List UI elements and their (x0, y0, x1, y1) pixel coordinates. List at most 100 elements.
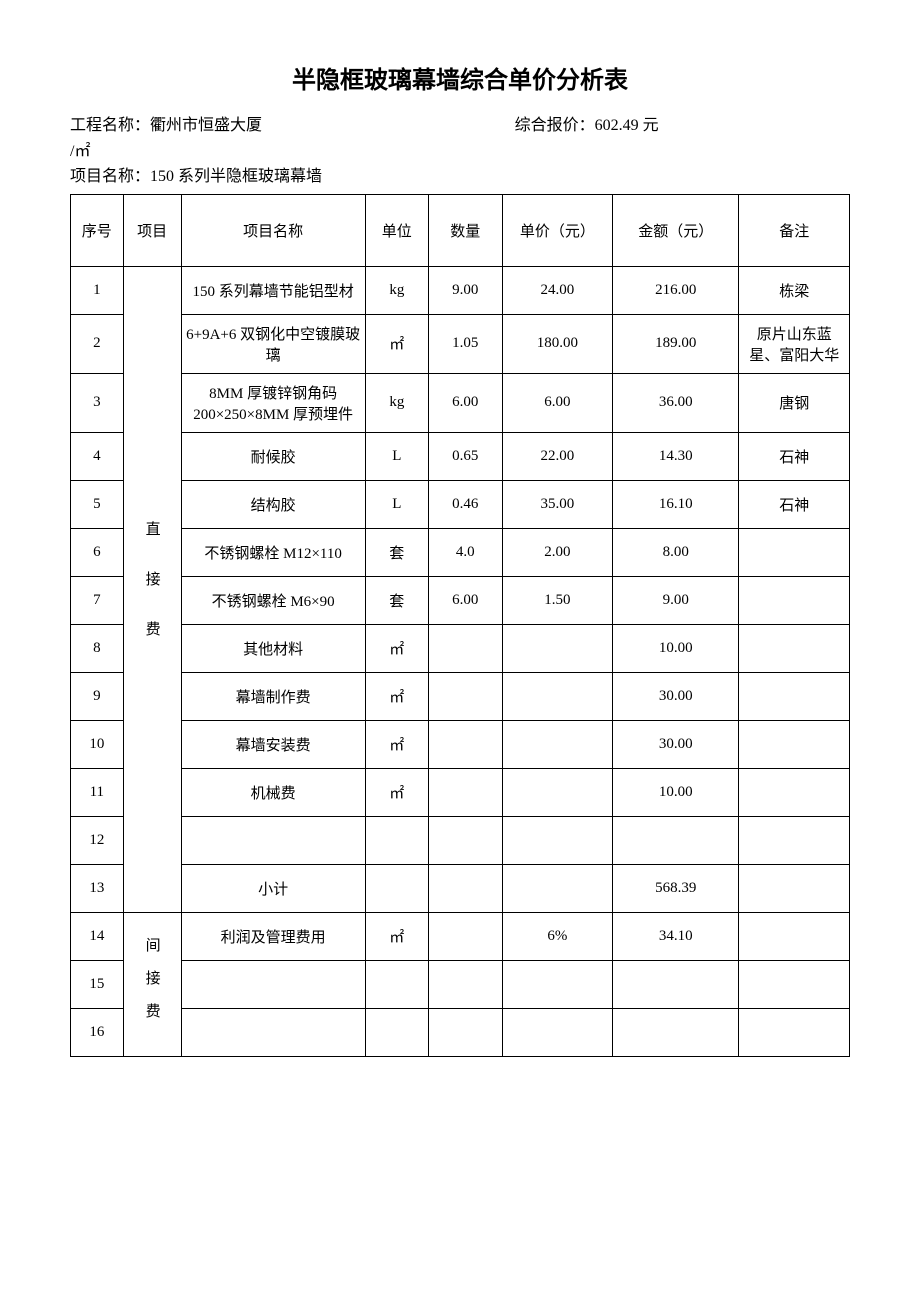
cell-seq: 8 (71, 624, 124, 672)
cell-qty (428, 960, 502, 1008)
cell-unit: ㎡ (365, 912, 428, 960)
cell-seq: 3 (71, 373, 124, 432)
cell-remark (739, 864, 850, 912)
cell-remark: 原片山东蓝星、富阳大华 (739, 314, 850, 373)
cell-name (181, 816, 365, 864)
cell-remark (739, 672, 850, 720)
cell-unit: ㎡ (365, 720, 428, 768)
category-direct-label: 直接费 (142, 503, 163, 671)
cell-name: 8MM 厚镀锌钢角码 200×250×8MM 厚预埋件 (181, 373, 365, 432)
cell-seq: 5 (71, 480, 124, 528)
cell-seq: 6 (71, 528, 124, 576)
cell-name: 结构胶 (181, 480, 365, 528)
cell-remark: 唐钢 (739, 373, 850, 432)
cell-remark (739, 768, 850, 816)
cell-name: 小计 (181, 864, 365, 912)
project-name-label: 工程名称： (70, 117, 150, 134)
table-header-row: 序号 项目 项目名称 单位 数量 单价（元） 金额（元） 备注 (71, 194, 850, 266)
cell-seq: 10 (71, 720, 124, 768)
cell-price (502, 720, 613, 768)
cell-name: 6+9A+6 双钢化中空镀膜玻璃 (181, 314, 365, 373)
cell-qty: 0.46 (428, 480, 502, 528)
price-analysis-table: 序号 项目 项目名称 单位 数量 单价（元） 金额（元） 备注 1 直接费 15… (70, 194, 850, 1057)
table-row: 2 6+9A+6 双钢化中空镀膜玻璃 ㎡ 1.05 180.00 189.00 … (71, 314, 850, 373)
cell-price: 22.00 (502, 432, 613, 480)
cell-amount: 14.30 (613, 432, 739, 480)
cell-price: 180.00 (502, 314, 613, 373)
unit-suffix-line: /㎡ (70, 139, 850, 165)
header-info: 工程名称：衢州市恒盛大厦 综合报价：602.49 元 /㎡ 项目名称：150 系… (70, 113, 850, 190)
cell-remark (739, 624, 850, 672)
cell-qty (428, 864, 502, 912)
cell-unit: kg (365, 266, 428, 314)
cell-qty: 1.05 (428, 314, 502, 373)
cell-name: 幕墙制作费 (181, 672, 365, 720)
cell-remark: 石神 (739, 432, 850, 480)
col-amount-header: 金额（元） (613, 194, 739, 266)
cell-unit: 套 (365, 576, 428, 624)
cell-qty: 6.00 (428, 373, 502, 432)
cell-qty: 4.0 (428, 528, 502, 576)
cell-category-indirect: 间接费 (123, 912, 181, 1056)
cell-name: 耐候胶 (181, 432, 365, 480)
cell-unit: ㎡ (365, 314, 428, 373)
col-price-header: 单价（元） (502, 194, 613, 266)
table-row: 1 直接费 150 系列幕墙节能铝型材 kg 9.00 24.00 216.00… (71, 266, 850, 314)
cell-price (502, 864, 613, 912)
cell-qty: 9.00 (428, 266, 502, 314)
cell-qty (428, 720, 502, 768)
cell-name: 幕墙安装费 (181, 720, 365, 768)
table-row: 4 耐候胶 L 0.65 22.00 14.30 石神 (71, 432, 850, 480)
table-row: 15 (71, 960, 850, 1008)
cell-unit: L (365, 432, 428, 480)
cell-unit (365, 960, 428, 1008)
cell-price: 6% (502, 912, 613, 960)
cell-price (502, 960, 613, 1008)
cell-name: 利润及管理费用 (181, 912, 365, 960)
cell-amount (613, 960, 739, 1008)
cell-seq: 1 (71, 266, 124, 314)
cell-name: 不锈钢螺栓 M12×110 (181, 528, 365, 576)
price-value: 602.49 元 (595, 117, 659, 134)
cell-amount: 568.39 (613, 864, 739, 912)
cell-qty (428, 672, 502, 720)
table-row: 12 (71, 816, 850, 864)
cell-seq: 16 (71, 1008, 124, 1056)
table-row: 14 间接费 利润及管理费用 ㎡ 6% 34.10 (71, 912, 850, 960)
cell-qty (428, 1008, 502, 1056)
cell-qty (428, 816, 502, 864)
cell-seq: 2 (71, 314, 124, 373)
cell-amount: 9.00 (613, 576, 739, 624)
cell-name: 其他材料 (181, 624, 365, 672)
cell-unit: L (365, 480, 428, 528)
cell-amount: 30.00 (613, 672, 739, 720)
cell-price (502, 1008, 613, 1056)
cell-remark (739, 1008, 850, 1056)
cell-unit: ㎡ (365, 768, 428, 816)
col-cat-header: 项目 (123, 194, 181, 266)
cell-unit: ㎡ (365, 624, 428, 672)
cell-price (502, 672, 613, 720)
col-seq-header: 序号 (71, 194, 124, 266)
table-row: 7 不锈钢螺栓 M6×90 套 6.00 1.50 9.00 (71, 576, 850, 624)
cell-qty (428, 912, 502, 960)
col-remark-header: 备注 (739, 194, 850, 266)
cell-price: 2.00 (502, 528, 613, 576)
cell-name (181, 1008, 365, 1056)
cell-category-direct: 直接费 (123, 266, 181, 912)
cell-price: 1.50 (502, 576, 613, 624)
cell-amount: 10.00 (613, 624, 739, 672)
cell-seq: 14 (71, 912, 124, 960)
cell-remark (739, 960, 850, 1008)
price-line: 综合报价：602.49 元 (515, 113, 850, 139)
cell-unit: ㎡ (365, 672, 428, 720)
table-row: 8 其他材料 ㎡ 10.00 (71, 624, 850, 672)
col-qty-header: 数量 (428, 194, 502, 266)
project-name-line: 工程名称：衢州市恒盛大厦 (70, 113, 515, 139)
table-row: 13 小计 568.39 (71, 864, 850, 912)
cell-name (181, 960, 365, 1008)
cell-price: 24.00 (502, 266, 613, 314)
cell-amount: 30.00 (613, 720, 739, 768)
cell-qty: 6.00 (428, 576, 502, 624)
cell-price: 6.00 (502, 373, 613, 432)
